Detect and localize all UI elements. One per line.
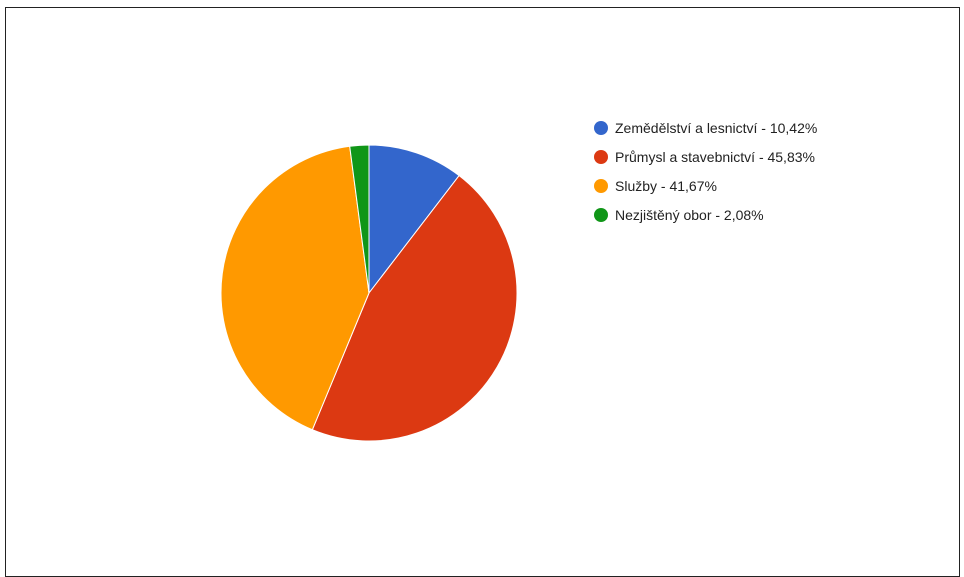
legend-label-3: Služby - 41,67% bbox=[615, 178, 717, 194]
legend-marker-4 bbox=[594, 208, 608, 222]
pie-slice-2 bbox=[311, 174, 518, 442]
legend-marker-3 bbox=[594, 179, 608, 193]
pie-slice-3 bbox=[220, 145, 370, 431]
pie-chart: Zemědělství a lesnictví - 10,42% Průmysl … bbox=[220, 120, 817, 442]
pie-slice-1 bbox=[368, 144, 460, 295]
legend-label-1: Zemědělství a lesnictví - 10,42% bbox=[615, 120, 817, 136]
pie-slice-4 bbox=[349, 144, 370, 294]
legend-label-2: Průmysl a stavebnictví - 45,83% bbox=[615, 149, 815, 165]
legend-label-4: Nezjištěný obor - 2,08% bbox=[615, 207, 764, 223]
pie-slices bbox=[220, 144, 518, 442]
legend-marker-1 bbox=[594, 121, 608, 135]
legend-marker-2 bbox=[594, 150, 608, 164]
legend: Zemědělství a lesnictví - 10,42% Průmysl … bbox=[594, 120, 817, 223]
